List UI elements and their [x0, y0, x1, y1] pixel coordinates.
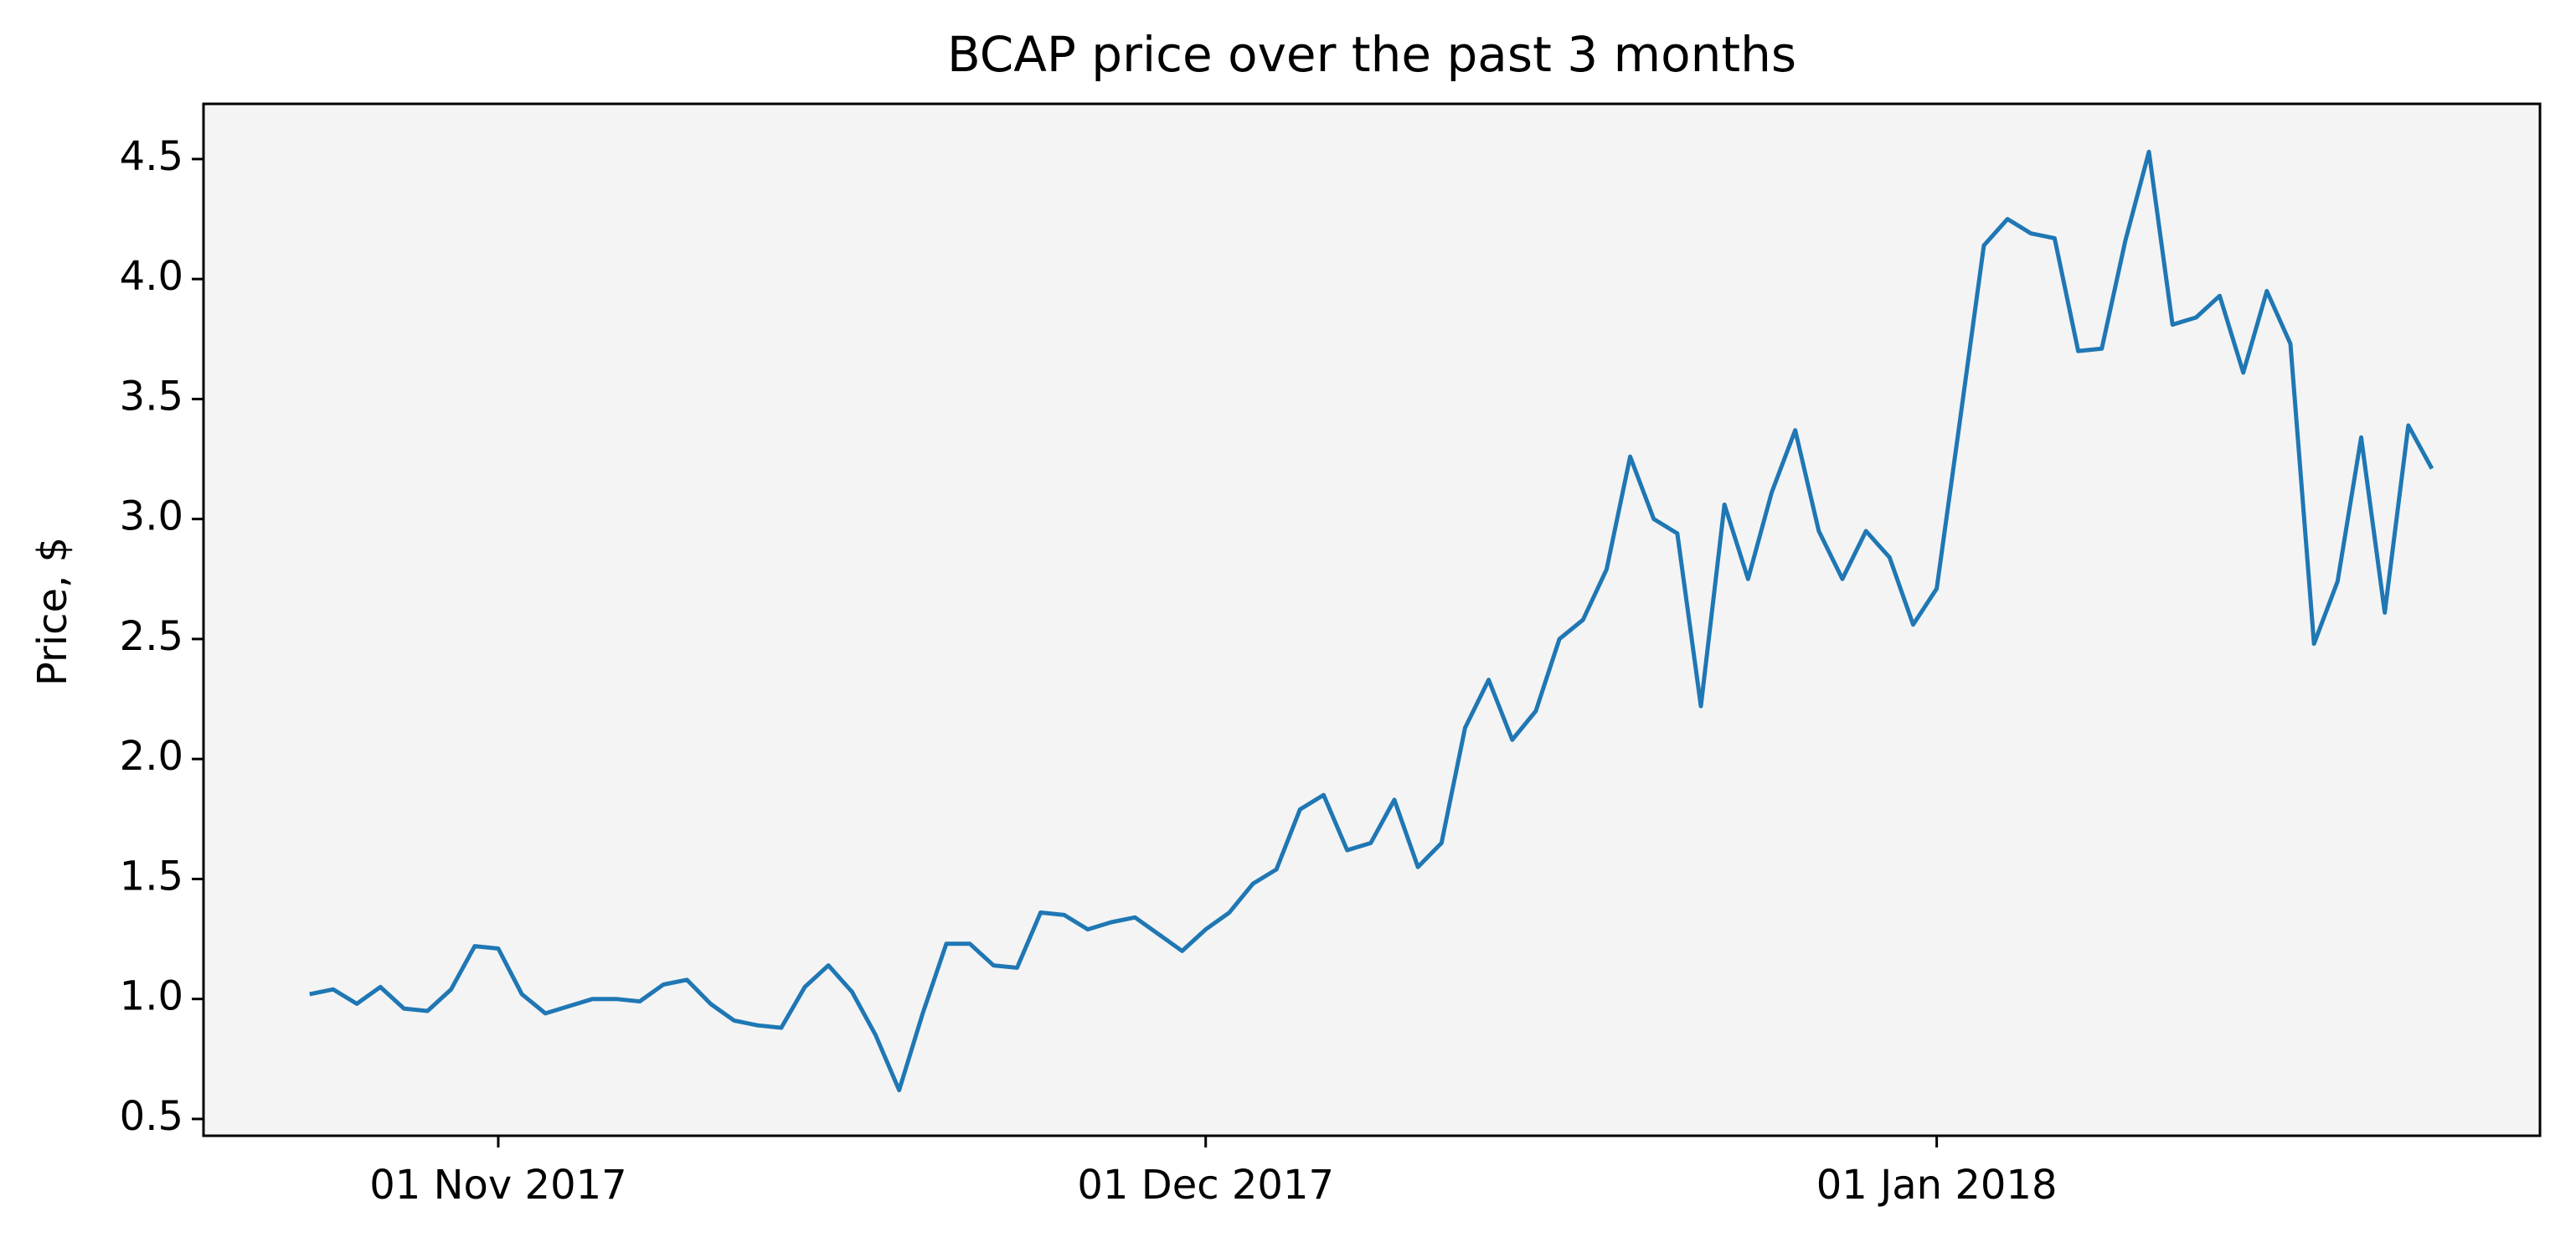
- y-tick-label: 4.0: [120, 253, 183, 300]
- y-tick-label: 3.5: [120, 373, 183, 420]
- x-tick-label: 01 Nov 2017: [369, 1162, 626, 1209]
- y-tick-label: 0.5: [120, 1093, 183, 1140]
- y-tick-label: 2.5: [120, 613, 183, 660]
- price-line: [309, 149, 2434, 1093]
- y-tick-label: 4.5: [120, 133, 183, 180]
- y-tick-label: 3.0: [120, 493, 183, 540]
- y-axis-label: Price, $: [29, 537, 76, 686]
- axes-frame: [202, 102, 2542, 1137]
- y-tick-label: 1.5: [120, 853, 183, 900]
- x-tick-label: 01 Dec 2017: [1077, 1162, 1334, 1209]
- y-tick-label: 2.0: [120, 733, 183, 780]
- chart-title: BCAP price over the past 3 months: [947, 26, 1796, 83]
- plot-area: [204, 104, 2540, 1136]
- x-tick-label: 01 Jan 2018: [1816, 1162, 2058, 1209]
- y-tick-label: 1.0: [120, 973, 183, 1020]
